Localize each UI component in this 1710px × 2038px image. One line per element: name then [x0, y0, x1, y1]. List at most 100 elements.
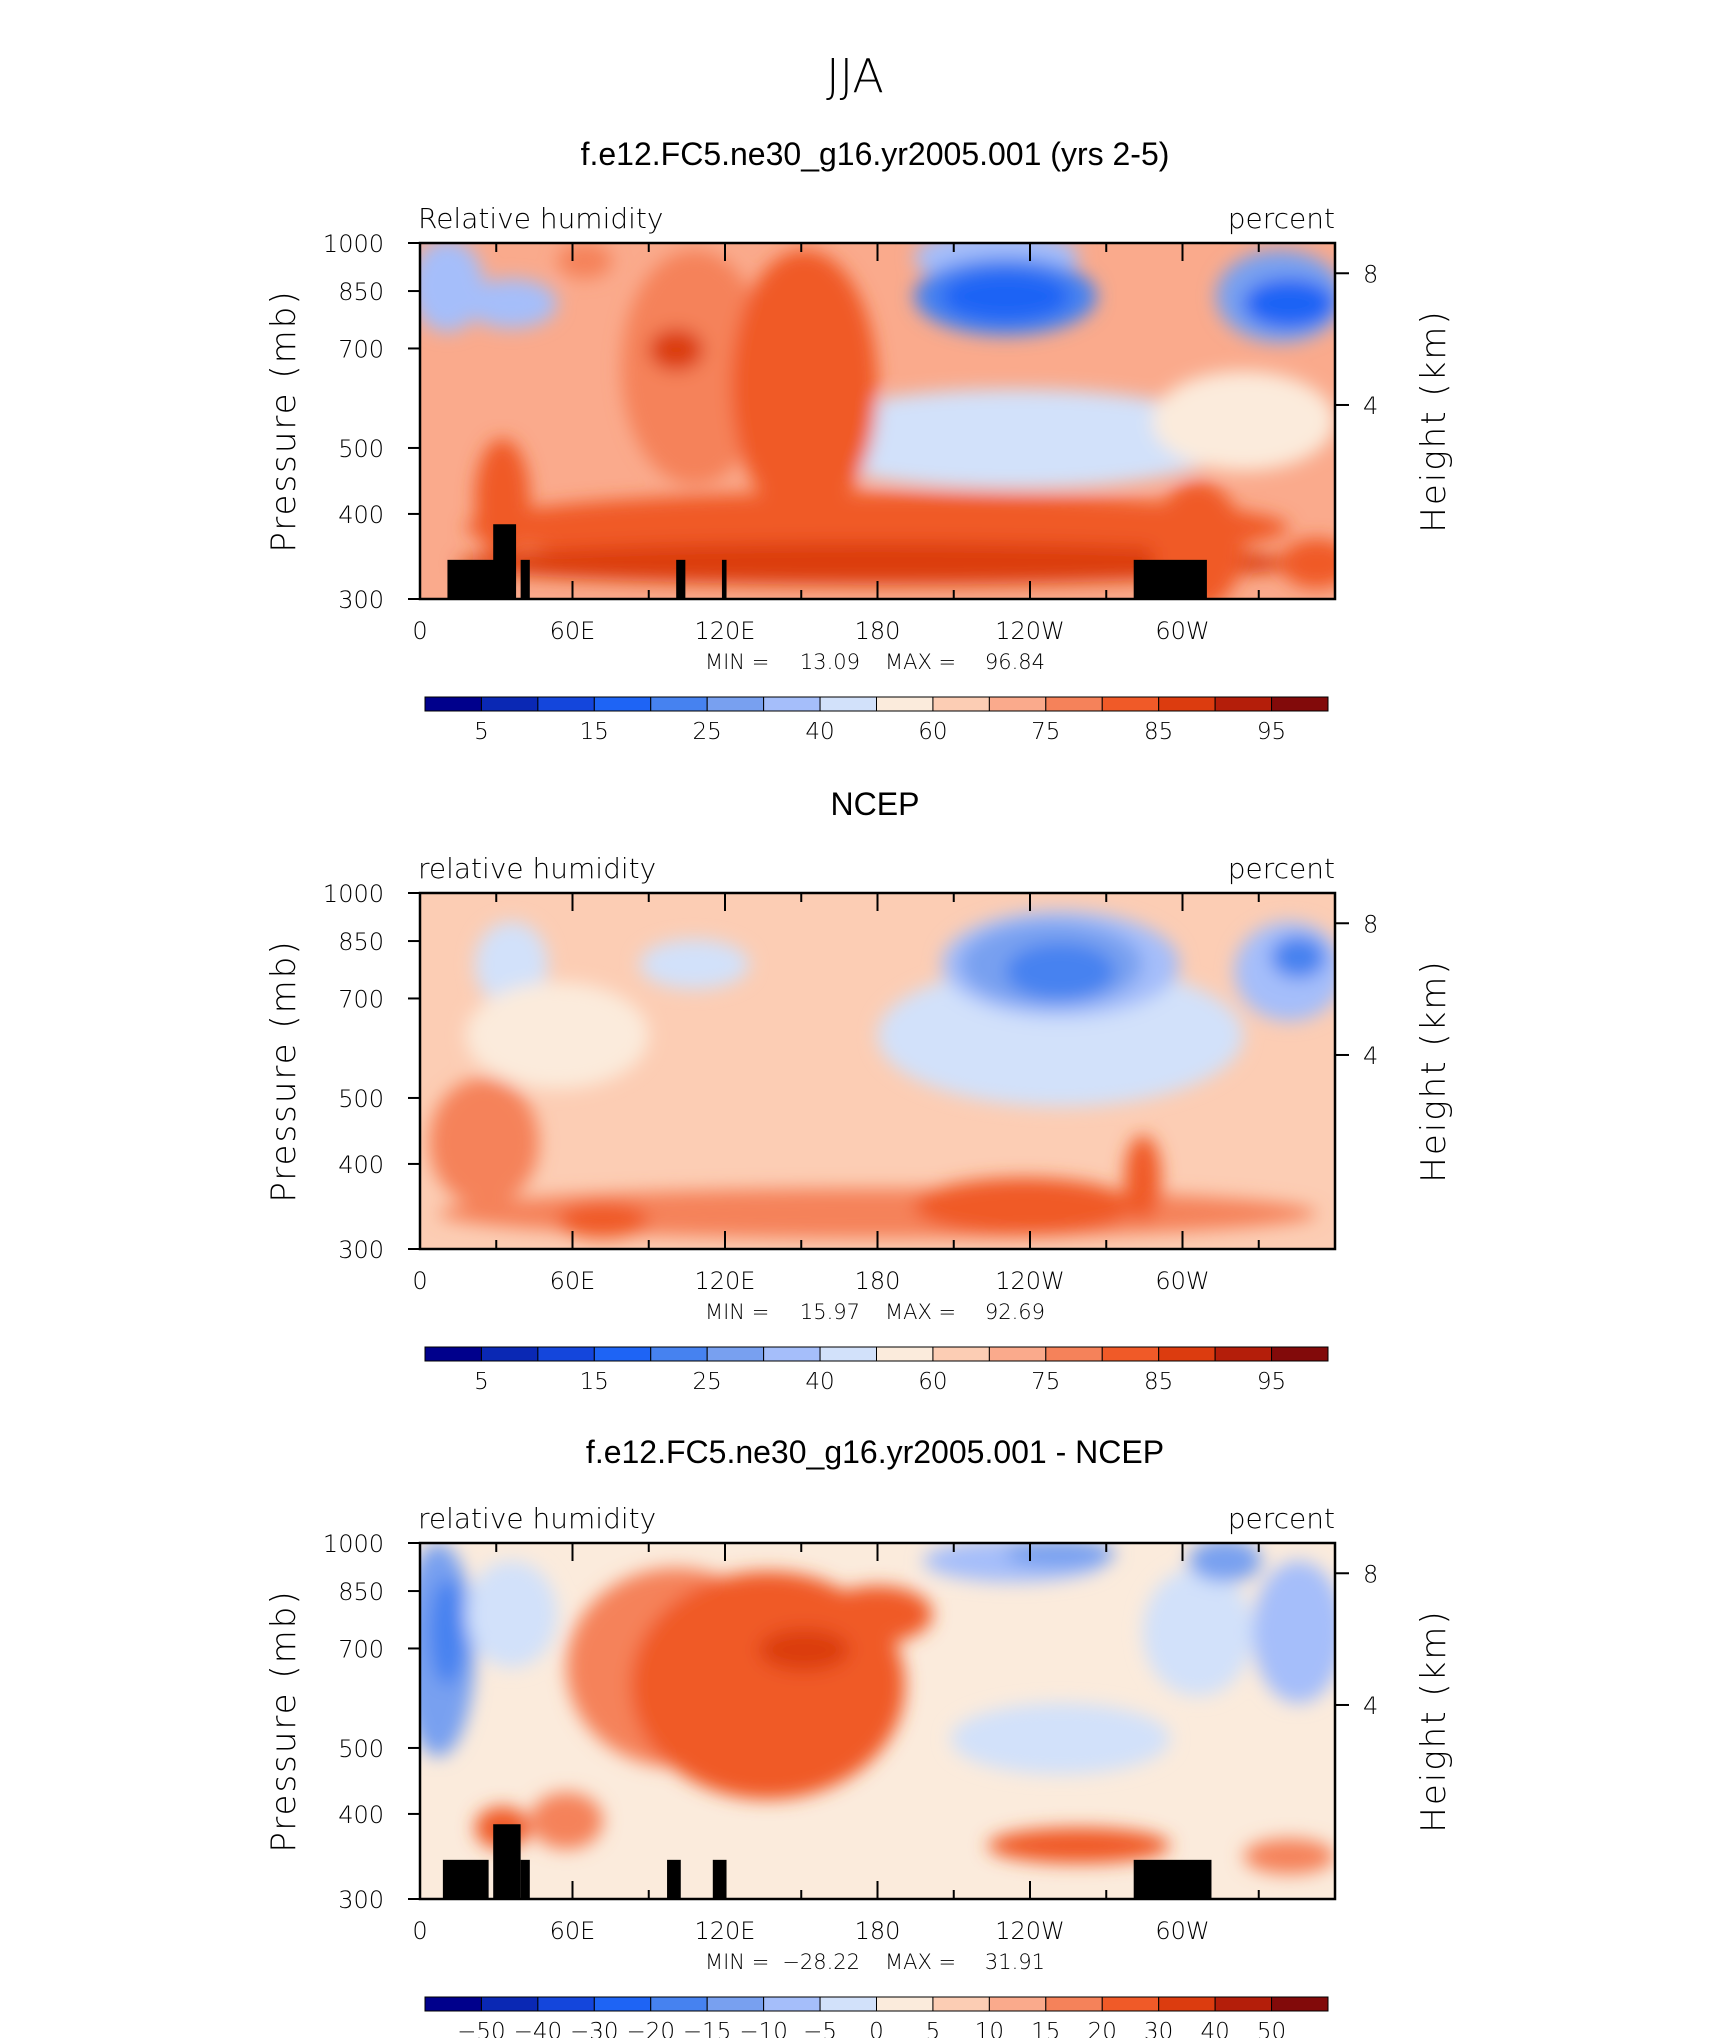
colorbar-swatch	[763, 696, 821, 712]
colorbar-swatch	[988, 1346, 1047, 1362]
x-tick-label: 60W	[1155, 617, 1209, 645]
colorbar-swatch	[988, 1996, 1047, 2012]
colorbar-swatch	[537, 1996, 595, 2012]
min-value: −28.22	[782, 1950, 860, 1974]
height-tick-label: 4	[1363, 392, 1378, 420]
colorbar-swatch	[1214, 1346, 1273, 1362]
colorbar-swatch	[1158, 696, 1216, 712]
colorbar-label: −50	[457, 2019, 506, 2038]
height-tick-label: 4	[1363, 1042, 1378, 1070]
contour-region	[731, 250, 878, 521]
contour-region	[456, 542, 1299, 585]
topography-mask	[676, 559, 686, 599]
contour-region	[429, 1578, 466, 1686]
x-axis: 0 60E 120E 180 120W 60W	[412, 893, 1336, 1295]
x-tick-label: 180	[855, 1917, 901, 1945]
max-label: MAX =	[885, 1950, 956, 1974]
colorbar-swatch	[706, 696, 765, 712]
y-axis-title: Pressure (mb)	[264, 939, 304, 1202]
colorbar-label: 5	[474, 719, 489, 745]
colorbar-swatch	[932, 1346, 990, 1362]
contour-region	[557, 243, 613, 279]
variable-label: relative humidity	[418, 852, 656, 885]
colorbar-swatch	[593, 696, 652, 712]
colorbar-label: 25	[693, 719, 722, 745]
x-tick-label: 60W	[1155, 1267, 1209, 1295]
height-tick-label: 8	[1363, 1560, 1378, 1588]
colorbar: 5 15 25 40 60 75 85 95	[424, 1346, 1329, 1395]
colorbar-swatch	[480, 696, 539, 712]
contour-region	[639, 939, 750, 990]
contour-region	[950, 1703, 1171, 1775]
colorbar-label: 40	[1200, 2019, 1229, 2038]
y-tick-label: 850	[338, 1578, 384, 1606]
colorbar-label: −40	[514, 2019, 563, 2038]
topography-mask	[493, 1824, 521, 1899]
x-axis: 0 60E 120E 180 120W 60W	[412, 1543, 1336, 1945]
y-tick-label: 500	[338, 1085, 384, 1113]
topography-mask	[1133, 559, 1207, 599]
panel-title: NCEP	[831, 786, 920, 822]
variable-label: Relative humidity	[418, 202, 663, 235]
contour-region	[648, 328, 704, 372]
y-axis-title: Pressure (mb)	[264, 289, 304, 552]
contour-region	[987, 1827, 1171, 1864]
topography-mask	[667, 1859, 681, 1899]
y-tick-label: 850	[338, 278, 384, 306]
y-tick-label: 850	[338, 928, 384, 956]
colorbar-label: −20	[626, 2019, 675, 2038]
colorbar-swatch	[819, 1996, 877, 2012]
colorbar-label: 15	[580, 719, 609, 745]
panel-title: f.e12.FC5.ne30_g16.yr2005.001 (yrs 2-5)	[581, 136, 1170, 172]
y-tick-label: 700	[338, 335, 384, 363]
colorbar-label: −30	[570, 2019, 619, 2038]
colorbar-label: 50	[1257, 2019, 1286, 2038]
contour-region	[1270, 935, 1326, 979]
colorbar-label: −10	[739, 2019, 788, 2038]
colorbar-label: 10	[975, 2019, 1004, 2038]
height-tick-label: 4	[1363, 1692, 1378, 1720]
colorbar-swatch	[1158, 1346, 1216, 1362]
x-tick-label: 60W	[1155, 1917, 1209, 1945]
colorbar-label: 5	[926, 2019, 941, 2038]
colorbar-swatch	[819, 696, 877, 712]
y-axis: 300 400 500 700 850 1000 Pressure (mb)	[264, 230, 420, 614]
contour-region	[1280, 538, 1335, 589]
x-tick-label: 120E	[695, 1917, 756, 1945]
colorbar-swatch	[1045, 696, 1103, 712]
colorbar-label: 20	[1088, 2019, 1117, 2038]
y-axis-right: 8 4 Height (km)	[1335, 260, 1454, 533]
colorbar-swatch	[424, 1346, 482, 1362]
colorbar-label: 95	[1257, 1369, 1286, 1395]
colorbar-swatch	[480, 1346, 539, 1362]
x-tick-label: 120W	[995, 617, 1065, 645]
colorbar-label: 15	[580, 1369, 609, 1395]
topography-mask	[721, 559, 727, 599]
colorbar-swatch	[593, 1996, 652, 2012]
panel-3: f.e12.FC5.ne30_g16.yr2005.001 - NCEP rela…	[264, 1434, 1454, 2038]
colorbar-swatch	[1214, 1996, 1273, 2012]
units-label: percent	[1228, 852, 1335, 885]
max-value: 31.91	[985, 1950, 1045, 1974]
units-label: percent	[1228, 202, 1335, 235]
contour-region	[1252, 1560, 1335, 1704]
contour-region	[621, 250, 768, 486]
colorbar-label: 30	[1144, 2019, 1173, 2038]
min-value: 13.09	[800, 650, 860, 674]
colorbar-swatch	[1158, 1996, 1216, 2012]
min-max-stats: MIN = 15.97 MAX = 92.69	[705, 1300, 1045, 1324]
y-axis-right: 8 4 Height (km)	[1335, 1560, 1454, 1833]
y-tick-label: 300	[338, 1236, 384, 1264]
contour-region	[1188, 1543, 1262, 1583]
contour-region	[941, 271, 1070, 322]
colorbar-swatch	[480, 1996, 539, 2012]
contour-field	[420, 1543, 1335, 1899]
contour-region	[465, 1560, 558, 1668]
colorbar-label: 75	[1031, 719, 1060, 745]
min-value: 15.97	[800, 1300, 860, 1324]
contour-region	[1243, 1838, 1335, 1875]
x-tick-label: 120E	[695, 1267, 756, 1295]
contour-region	[914, 1177, 1134, 1235]
max-label: MAX =	[885, 1300, 956, 1324]
